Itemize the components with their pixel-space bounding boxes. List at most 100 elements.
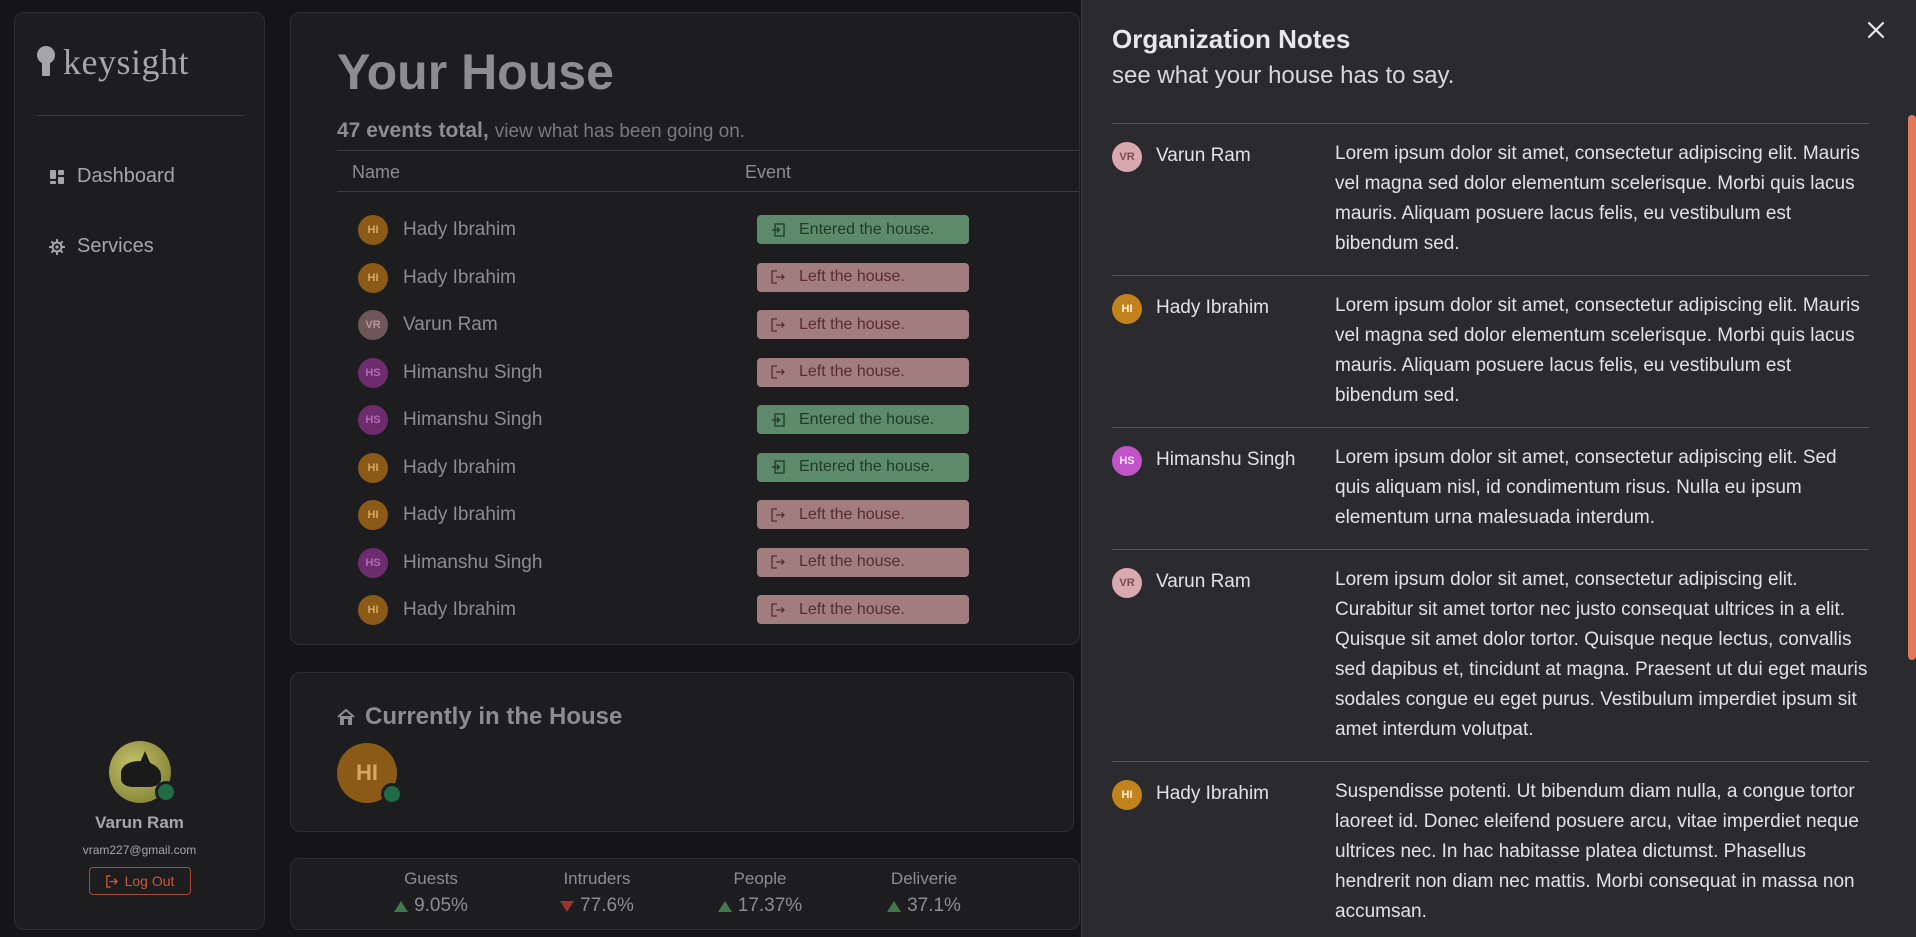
row-name: Hady Ibrahim <box>403 599 516 620</box>
logo[interactable]: keysight <box>35 41 189 83</box>
event-label: Left the house. <box>799 600 905 618</box>
table-row[interactable]: HI Hady Ibrahim Entered the house. <box>337 215 1079 263</box>
note-text: Lorem ipsum dolor sit amet, consectetur … <box>1335 569 1868 740</box>
avatar: HI <box>358 215 388 245</box>
row-name: Hady Ibrahim <box>403 266 516 288</box>
stat-value: 17.37% <box>690 895 830 917</box>
table-row[interactable]: HS Himanshu Singh Left the house. <box>337 357 1079 406</box>
trend-up-icon <box>394 900 409 912</box>
wolf-avatar-image <box>108 741 171 803</box>
avatar-initials: HI <box>367 604 379 616</box>
note-author: VR Varun Ram <box>1112 568 1335 745</box>
event-badge: Left the house. <box>757 310 969 339</box>
stat-guests: Guests 9.05% <box>361 869 501 917</box>
logout-icon <box>105 874 118 888</box>
logo-text: keysight <box>63 42 189 82</box>
row-name: Himanshu Singh <box>403 551 543 573</box>
exit-icon <box>771 507 785 522</box>
exit-icon <box>771 602 785 617</box>
events-summary: 47 events total, view what has been going… <box>337 119 745 143</box>
avatar: HI <box>1112 780 1142 810</box>
stat-value: 77.6% <box>527 895 667 917</box>
events-count: 47 events total, <box>337 119 489 142</box>
stat-label: Deliverie <box>890 869 958 888</box>
stat-value: 9.05% <box>361 895 501 917</box>
event-badge: Left the house. <box>757 500 969 529</box>
event-label: Entered the house. <box>799 220 935 238</box>
event-label: Left the house. <box>799 363 905 380</box>
events-table-body: HI Hady Ibrahim Entered the house. HI Hady I… <box>337 215 1079 643</box>
exit-icon <box>771 365 785 379</box>
stat-percent: 9.05% <box>414 895 468 916</box>
note-author-name: Varun Ram <box>1156 145 1251 166</box>
sidebar: keysight Dashboard Services <box>14 12 265 930</box>
event-badge: Left the house. <box>757 357 969 387</box>
avatar-initials: VR <box>1119 577 1135 589</box>
table-row[interactable]: VR Varun Ram Left the house. <box>337 310 1079 358</box>
table-row[interactable]: HI Hady Ibrahim Left the house. <box>337 595 1079 643</box>
occupant-avatar[interactable]: HI <box>337 743 403 805</box>
stat-people: People 17.37% <box>690 869 830 917</box>
drawer-title: Organization Notes <box>1112 24 1351 54</box>
keyhole-logo-icon <box>35 44 57 80</box>
sidebar-item-services[interactable]: Services <box>49 235 154 258</box>
close-icon[interactable] <box>1864 18 1888 42</box>
exit-icon <box>771 317 785 332</box>
note-text: Lorem ipsum dolor sit amet, consectetur … <box>1335 143 1860 254</box>
note-author-name: Hady Ibrahim <box>1156 783 1269 804</box>
stat-percent: 77.6% <box>580 895 634 916</box>
event-label: Left the house. <box>799 268 905 285</box>
online-status-dot <box>381 783 403 805</box>
currently-in-house-card: Currently in the House HI <box>290 672 1074 832</box>
sidebar-item-dashboard[interactable]: Dashboard <box>49 165 175 188</box>
scrollbar-thumb[interactable] <box>1908 115 1916 660</box>
table-row[interactable]: HS Himanshu Singh Entered the house. <box>337 405 1079 453</box>
event-badge: Left the house. <box>757 595 969 624</box>
avatar: HS <box>1112 446 1142 476</box>
avatar: HI <box>358 452 388 483</box>
avatar: HS <box>358 547 388 578</box>
gear-icon <box>49 238 65 255</box>
exit-icon <box>771 270 785 284</box>
events-card: Your House 47 events total, view what has… <box>290 12 1080 645</box>
stats-card: Guests 9.05% Intruders 77.6% People 17.37% Del… <box>290 858 1080 930</box>
avatar: HI <box>358 262 388 293</box>
table-row[interactable]: HI Hady Ibrahim Left the house. <box>337 262 1079 311</box>
event-label: Left the house. <box>799 553 905 570</box>
enter-icon <box>771 222 785 237</box>
table-row[interactable]: HS Himanshu Singh Left the house. <box>337 547 1079 596</box>
row-name: Himanshu Singh <box>403 361 543 383</box>
avatar-initials: HI <box>367 224 379 236</box>
event-label: Entered the house. <box>799 410 935 428</box>
avatar[interactable] <box>108 741 177 803</box>
avatar: VR <box>1112 142 1142 172</box>
sidebar-item-label: Dashboard <box>77 165 175 187</box>
dashboard-icon <box>50 169 64 184</box>
note-item: HI Hady Ibrahim Lorem ipsum dolor sit amet… <box>1112 275 1869 427</box>
row-name: Hady Ibrahim <box>403 504 516 525</box>
sidebar-item-label: Services <box>77 235 154 257</box>
stat-label: People <box>733 869 787 888</box>
page-title: Your House <box>337 44 614 100</box>
avatar: HI <box>358 595 388 625</box>
avatar: HS <box>358 357 388 388</box>
currently-in-house-title: Currently in the House <box>337 703 622 731</box>
table-row[interactable]: HI Hady Ibrahim Left the house. <box>337 500 1079 548</box>
avatar-initials: VR <box>365 319 381 331</box>
note-author: HI Hady Ibrahim <box>1112 294 1335 411</box>
avatar-initials: HI <box>1121 789 1133 801</box>
avatar: VR <box>358 310 388 340</box>
logout-button[interactable]: Log Out <box>88 867 191 895</box>
trend-down-icon <box>560 900 575 912</box>
table-row[interactable]: HI Hady Ibrahim Entered the house. <box>337 452 1079 501</box>
event-badge: Entered the house. <box>757 452 969 482</box>
section-title: Currently in the House <box>365 703 623 730</box>
avatar-initials: VR <box>1119 151 1135 163</box>
avatar-initials: HI <box>1121 303 1133 315</box>
avatar-initials: HI <box>367 461 379 474</box>
note-text: Lorem ipsum dolor sit amet, consectetur … <box>1335 295 1860 406</box>
enter-icon <box>771 460 785 474</box>
events-subtitle: view what has been going on. <box>494 121 746 142</box>
event-label: Entered the house. <box>799 458 935 475</box>
avatar-initials: HS <box>1119 455 1135 467</box>
